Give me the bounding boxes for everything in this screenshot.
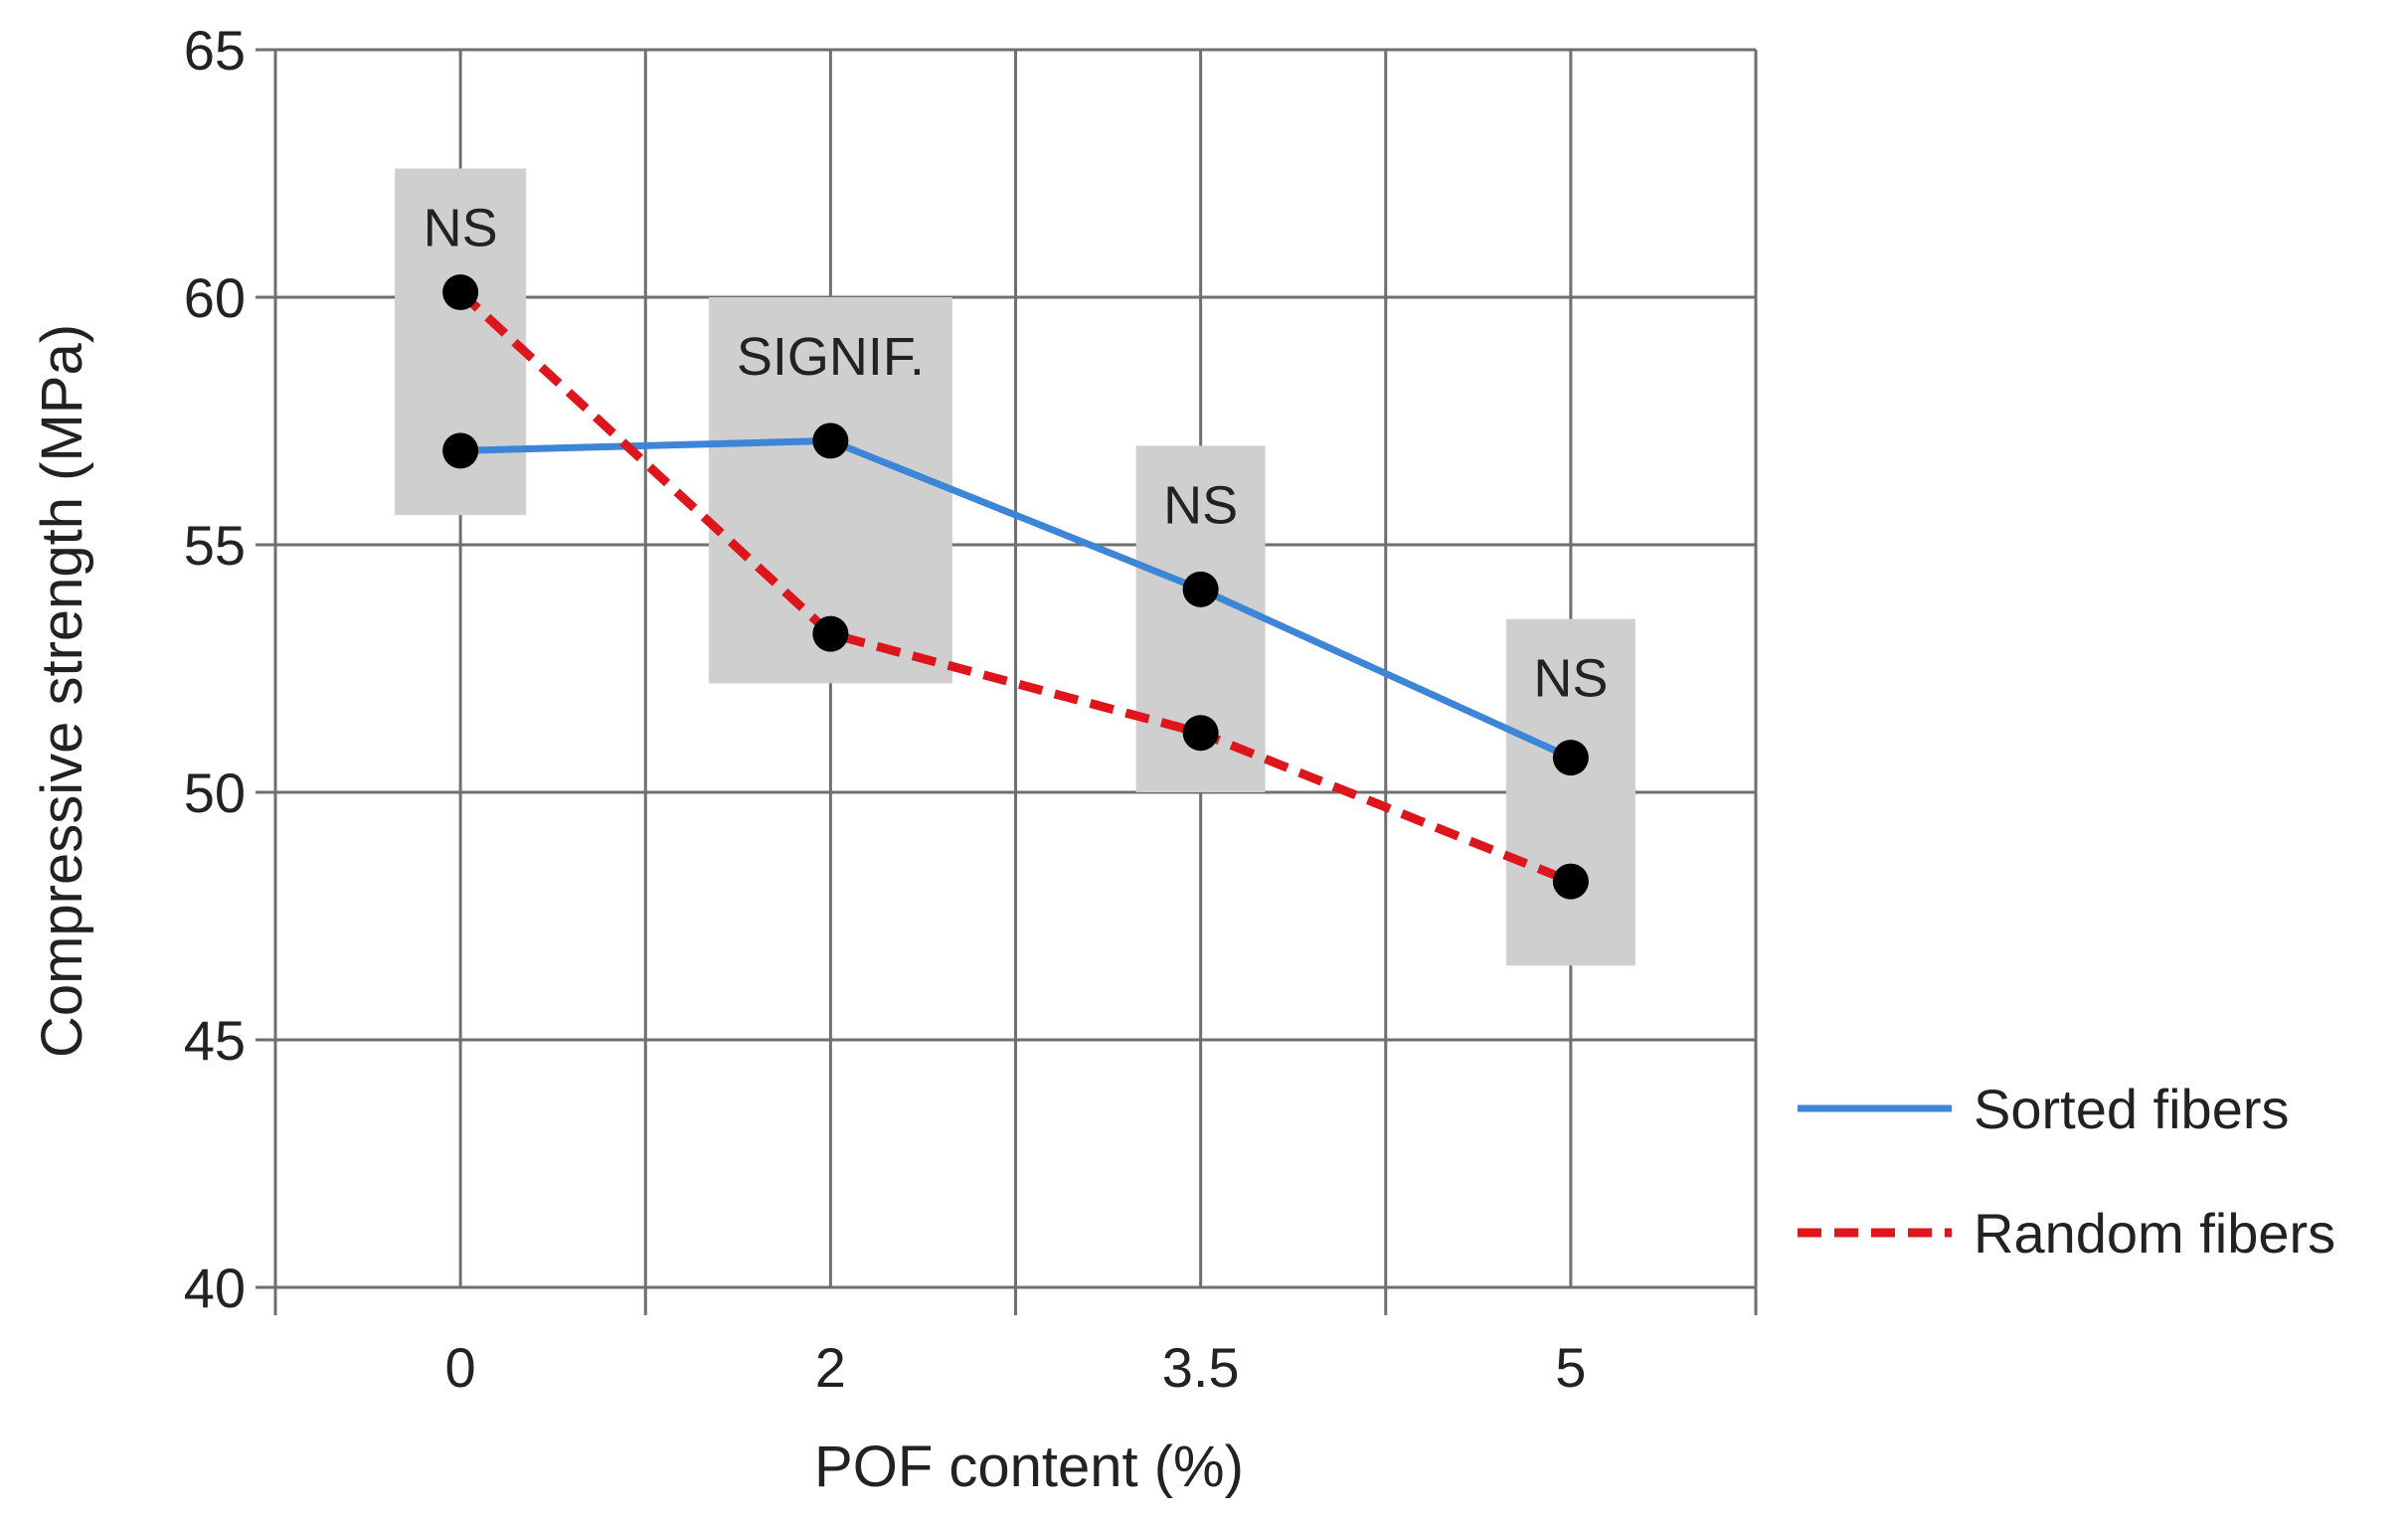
y-tick-label: 40 [184,1257,246,1319]
significance-label: NS [424,199,498,258]
y-tick-label: 45 [184,1009,246,1072]
legend-label: Sorted fibers [1974,1078,2290,1140]
series-line-random [457,288,1573,886]
data-point [1552,863,1589,900]
data-point [812,422,849,459]
data-point [442,432,479,469]
labels: 40 45 50 55 60 65 0 2 3.5 5 NS SIGNIF. NS NS [184,19,1609,1399]
x-tick-label: 3.5 [1162,1336,1240,1399]
series-line-sorted [460,436,1573,761]
significance-label: NS [1163,475,1238,535]
data-point [812,615,849,652]
data-point [442,274,479,311]
significance-box [1505,618,1635,966]
y-axis-title: Compressive strength (MPa) [30,324,94,1058]
x-axis-title: POF content (%) [814,1435,1244,1499]
data-point [1182,715,1219,752]
series-lines [457,288,1573,886]
y-tick-label: 65 [184,19,246,82]
data-point [1182,571,1219,607]
data-point [1552,740,1589,776]
data-points [442,274,1589,900]
significance-label: NS [1533,649,1608,709]
y-tick-label: 50 [184,761,246,824]
y-tick-label: 60 [184,266,246,329]
significance-label: SIGNIF. [737,327,925,387]
x-tick-label: 0 [445,1336,476,1399]
y-tick-label: 55 [184,514,246,577]
legend: Sorted fibers Random fibers [1798,1078,2335,1265]
legend-label: Random fibers [1974,1202,2335,1265]
x-tick-label: 5 [1555,1336,1586,1399]
x-tick-label: 2 [815,1336,846,1399]
